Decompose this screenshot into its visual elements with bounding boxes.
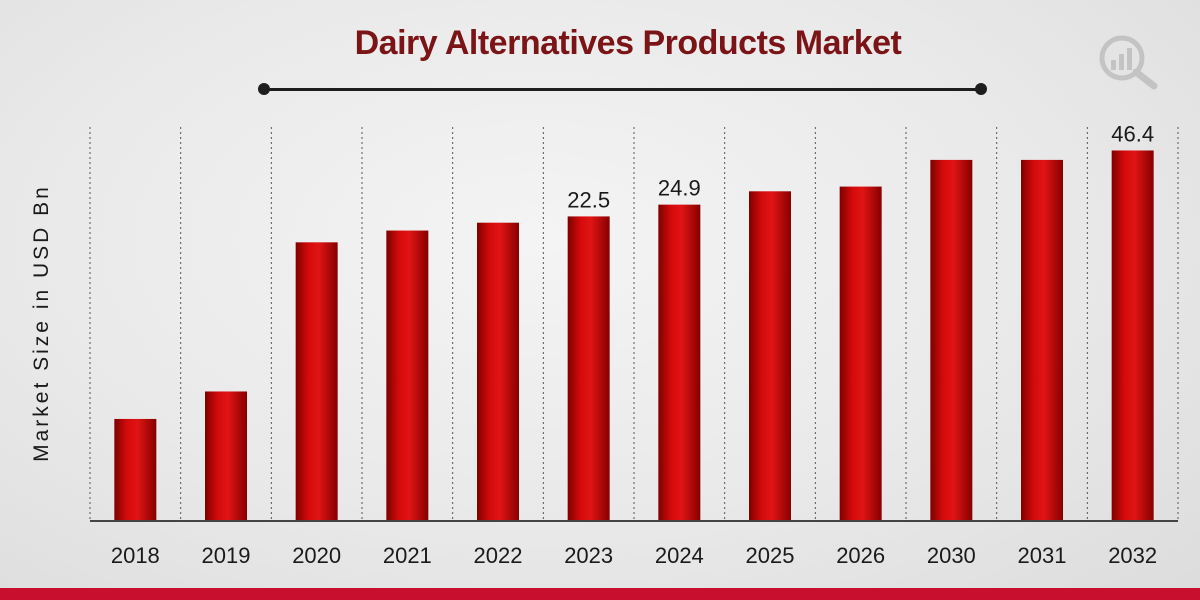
title-underline-end-dot [975, 83, 987, 95]
bar-2025 [749, 191, 791, 522]
bar-2032 [1111, 150, 1154, 522]
data-label-2024: 24.9 [658, 176, 701, 201]
x-tick-label: 2026 [836, 543, 885, 568]
title-underline [263, 88, 981, 91]
x-tick-label: 2021 [383, 543, 432, 568]
x-tick-label: 2024 [655, 543, 704, 568]
bar-2030 [930, 159, 973, 521]
bottom-accent-bar [0, 588, 1200, 600]
x-tick-label: 2023 [564, 543, 613, 568]
data-label-2023: 22.5 [567, 187, 610, 212]
magnifier-chart-icon [1094, 30, 1164, 95]
bar-2026 [839, 186, 882, 521]
x-tick-label: 2022 [474, 543, 523, 568]
bar-2018 [114, 418, 157, 521]
bar-2022 [477, 222, 519, 521]
x-tick-label: 2032 [1108, 543, 1157, 568]
x-tick-label: 2025 [746, 543, 795, 568]
x-tick-label: 2019 [202, 543, 251, 568]
bar-2020 [295, 242, 338, 521]
chart-title: Dairy Alternatives Products Market [354, 24, 902, 62]
x-tick-label: 2020 [292, 543, 341, 568]
bar-2021 [386, 230, 429, 522]
x-tick-label: 2031 [1018, 543, 1067, 568]
title-underline-start-dot [258, 83, 270, 95]
bar-2019 [205, 391, 247, 521]
bar-2023 [567, 216, 610, 522]
bar-2031 [1021, 159, 1063, 521]
x-tick-label: 2018 [111, 543, 160, 568]
bar-2024 [658, 204, 701, 521]
x-tick-label: 2030 [927, 543, 976, 568]
data-label-2032: 46.4 [1111, 121, 1154, 146]
